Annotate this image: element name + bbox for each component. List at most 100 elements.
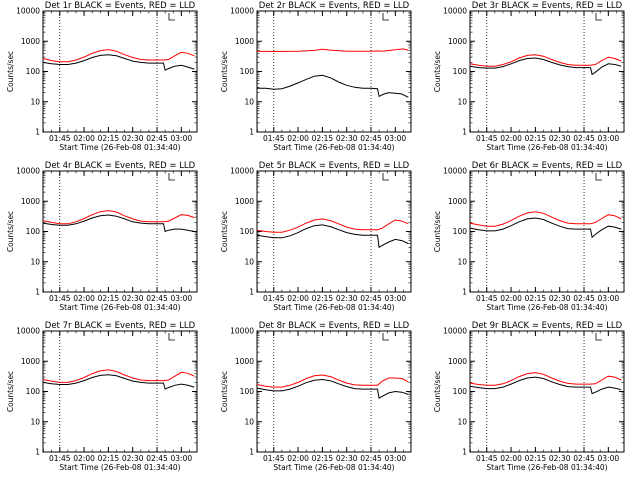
- y-tick-label: 10000: [16, 167, 40, 176]
- x-tick-label: 03:00: [598, 454, 620, 463]
- plot-frame: [42, 10, 198, 133]
- y-tick-label: 1: [35, 288, 40, 297]
- x-axis-label: Start Time (26-Feb-08 01:34:40): [486, 143, 607, 152]
- legend-marker: [595, 13, 602, 21]
- x-tick-label: 01:45: [476, 294, 498, 303]
- y-axis-label: Counts/sec: [6, 371, 15, 412]
- y-tick-label: 100: [26, 387, 41, 396]
- x-tick-label: 02:30: [336, 134, 358, 143]
- y-axis-label: Counts/sec: [433, 211, 442, 252]
- x-tick-label: 02:15: [525, 294, 547, 303]
- y-tick-label: 10000: [16, 7, 40, 16]
- y-tick-label: 1000: [235, 357, 254, 366]
- x-tick-label: 03:00: [385, 454, 407, 463]
- series-lld-line: [469, 54, 622, 67]
- y-tick-label: 10000: [443, 327, 467, 336]
- x-tick-label: 02:45: [146, 454, 168, 463]
- y-tick-label: 10: [457, 257, 467, 266]
- y-axis-label: Counts/sec: [220, 51, 229, 92]
- x-tick-label: 02:45: [360, 454, 382, 463]
- x-axis-label: Start Time (26-Feb-08 01:34:40): [273, 463, 394, 472]
- y-tick-label: 1000: [448, 37, 467, 46]
- x-tick-label: 02:30: [336, 454, 358, 463]
- x-tick-label: 01:45: [263, 134, 285, 143]
- y-tick-label: 10: [244, 417, 254, 426]
- x-tick-label: 03:00: [171, 294, 193, 303]
- y-tick-label: 100: [453, 387, 468, 396]
- y-tick-label: 1: [249, 288, 254, 297]
- plot-frame: [469, 10, 625, 133]
- y-tick-label: 1000: [235, 37, 254, 46]
- x-tick-label: 01:45: [263, 294, 285, 303]
- x-tick-label: 02:45: [573, 454, 595, 463]
- y-tick-label: 1: [462, 448, 467, 457]
- series-events-line: [469, 57, 622, 76]
- panel-7: Det 7r BLACK = Events, RED = LLD 1 10 100 10…: [6, 321, 198, 472]
- y-axis-label: Counts/sec: [6, 51, 15, 92]
- x-tick-label: 01:45: [49, 134, 71, 143]
- plot-frame: [469, 170, 625, 293]
- series-lld-line: [42, 369, 195, 383]
- series-events-line: [256, 224, 409, 249]
- series-events-line: [42, 374, 195, 390]
- x-tick-label: 02:30: [122, 454, 144, 463]
- legend-marker: [168, 333, 175, 341]
- y-tick-label: 10: [457, 97, 467, 106]
- plot-frame: [469, 330, 625, 453]
- y-tick-label: 100: [26, 67, 41, 76]
- y-tick-label: 10: [457, 417, 467, 426]
- x-axis-label: Start Time (26-Feb-08 01:34:40): [273, 143, 394, 152]
- chart-title: Det 5r BLACK = Events, RED = LLD: [259, 161, 410, 171]
- chart-title: Det 1r BLACK = Events, RED = LLD: [45, 1, 196, 11]
- y-tick-label: 100: [453, 67, 468, 76]
- x-tick-label: 02:30: [549, 294, 571, 303]
- x-tick-label: 02:15: [312, 134, 334, 143]
- x-tick-label: 01:45: [49, 454, 71, 463]
- y-tick-label: 1000: [448, 357, 467, 366]
- series-events-line: [256, 378, 409, 400]
- y-tick-label: 1000: [21, 197, 40, 206]
- panel-5: Det 5r BLACK = Events, RED = LLD 1 10 100 10…: [220, 161, 412, 312]
- y-tick-label: 1: [35, 128, 40, 137]
- x-tick-label: 02:30: [122, 294, 144, 303]
- x-tick-label: 03:00: [598, 134, 620, 143]
- y-tick-label: 1: [35, 448, 40, 457]
- y-tick-label: 1: [249, 448, 254, 457]
- x-tick-label: 02:30: [122, 134, 144, 143]
- series-lld-line: [256, 48, 409, 53]
- series-lld-line: [42, 210, 195, 225]
- x-tick-label: 01:45: [49, 294, 71, 303]
- x-tick-label: 02:00: [500, 134, 522, 143]
- legend-marker: [595, 173, 602, 181]
- x-axis-label: Start Time (26-Feb-08 01:34:40): [59, 143, 180, 152]
- x-tick-label: 03:00: [171, 454, 193, 463]
- legend-marker: [595, 333, 602, 341]
- x-tick-label: 02:00: [287, 134, 309, 143]
- x-tick-label: 02:00: [287, 294, 309, 303]
- x-tick-label: 02:00: [73, 454, 95, 463]
- x-tick-label: 02:15: [98, 134, 120, 143]
- y-tick-label: 1: [462, 288, 467, 297]
- series-lld-line: [256, 218, 409, 233]
- x-axis-label: Start Time (26-Feb-08 01:34:40): [486, 303, 607, 312]
- x-tick-label: 03:00: [385, 294, 407, 303]
- x-tick-label: 02:00: [500, 294, 522, 303]
- legend-marker: [168, 173, 175, 181]
- y-tick-label: 10: [30, 97, 40, 106]
- y-axis-label: Counts/sec: [433, 371, 442, 412]
- x-tick-label: 02:15: [98, 294, 120, 303]
- series-lld-line: [42, 49, 195, 63]
- series-events-line: [469, 217, 622, 239]
- y-tick-label: 1000: [448, 197, 467, 206]
- x-tick-label: 02:45: [360, 294, 382, 303]
- x-axis-label: Start Time (26-Feb-08 01:34:40): [59, 463, 180, 472]
- legend-marker: [382, 13, 389, 21]
- series-lld-line: [469, 211, 622, 227]
- legend-marker: [382, 333, 389, 341]
- series-lld-line: [256, 374, 409, 388]
- y-tick-label: 1: [249, 128, 254, 137]
- series-events-line: [257, 74, 409, 98]
- x-tick-label: 02:45: [573, 134, 595, 143]
- plot-frame: [256, 330, 412, 453]
- plot-frame: [42, 330, 198, 453]
